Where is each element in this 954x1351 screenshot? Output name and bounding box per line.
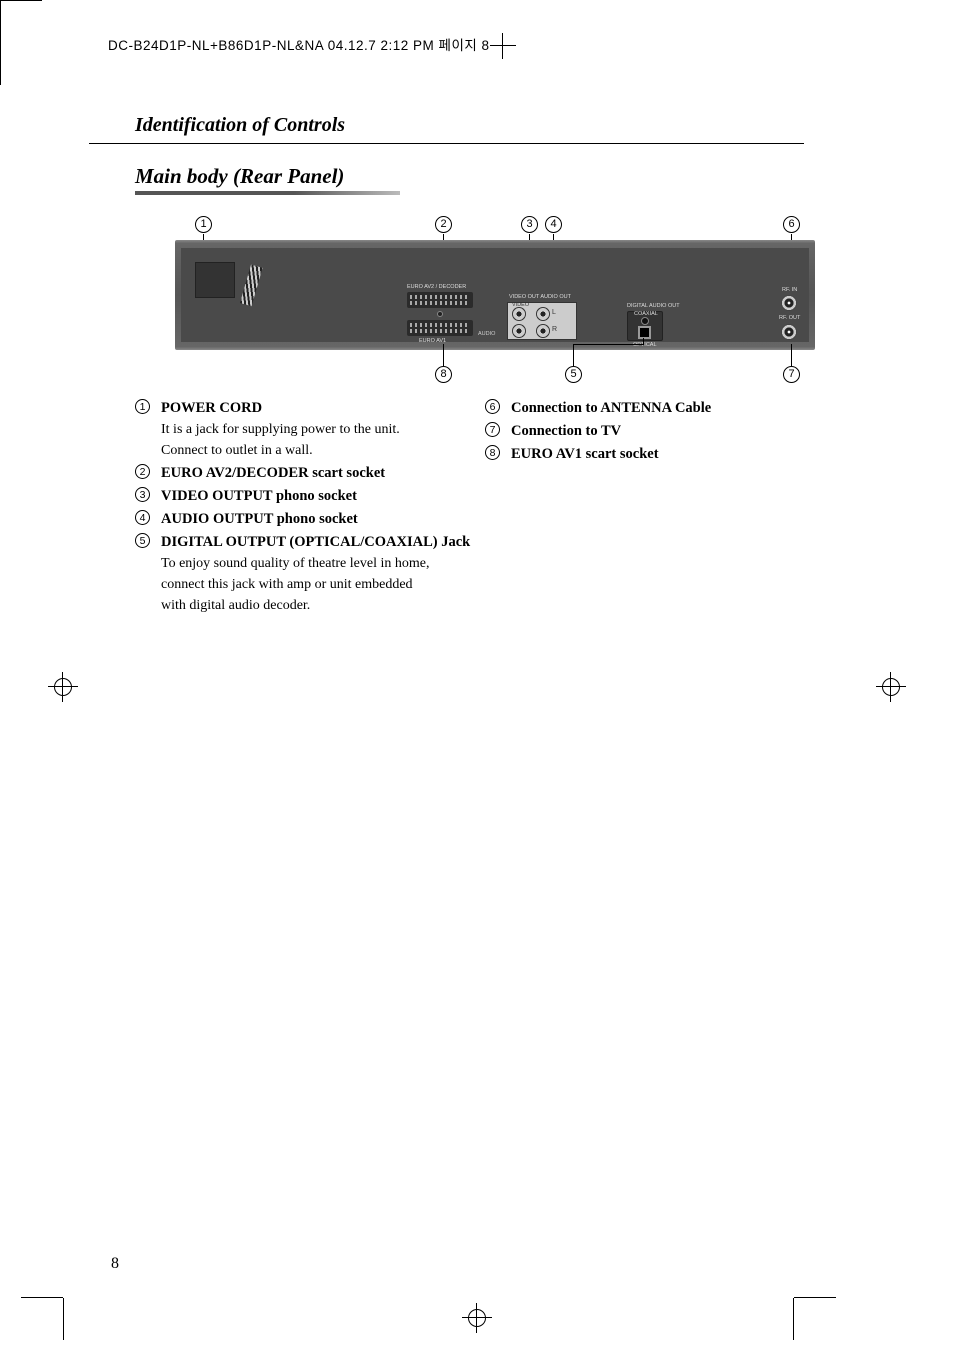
item-title: EURO AV2/DECODER scart socket bbox=[161, 463, 485, 484]
label-digital: DIGITAL AUDIO OUT bbox=[627, 303, 680, 309]
callout-5: 5 bbox=[565, 366, 582, 383]
coaxial-jack bbox=[641, 317, 649, 325]
phono-strip: VIDEO L R bbox=[507, 302, 577, 340]
label-av2: EURO AV2 / DECODER bbox=[407, 284, 466, 290]
leader-line bbox=[573, 344, 643, 345]
scart-av2 bbox=[407, 292, 473, 308]
callout-7: 7 bbox=[783, 366, 800, 383]
section-underline bbox=[89, 143, 804, 144]
item-number: 6 bbox=[485, 399, 500, 414]
item-desc: Connect to outlet in a wall. bbox=[161, 440, 485, 461]
callout-2: 2 bbox=[435, 216, 452, 233]
list-item: 2 EURO AV2/DECODER scart socket bbox=[135, 463, 485, 484]
rca-coaxial-mirror bbox=[512, 324, 526, 338]
label-va-out: VIDEO OUT AUDIO OUT bbox=[509, 294, 571, 300]
rca-audio-r bbox=[536, 324, 550, 338]
leader-line bbox=[791, 344, 792, 366]
list-item: 6 Connection to ANTENNA Cable bbox=[485, 398, 815, 419]
callout-4: 4 bbox=[545, 216, 562, 233]
item-number: 7 bbox=[485, 422, 500, 437]
callout-6: 6 bbox=[783, 216, 800, 233]
crop-mark bbox=[793, 1298, 794, 1340]
scart-av1 bbox=[407, 320, 473, 336]
list-item: 4 AUDIO OUTPUT phono socket bbox=[135, 509, 485, 530]
item-title: EURO AV1 scart socket bbox=[511, 444, 815, 465]
item-number: 2 bbox=[135, 464, 150, 479]
rear-panel-body: EURO AV2 / DECODER EURO AV1 AUDIO VIDEO … bbox=[175, 240, 815, 350]
label-coaxial: COAXIAL bbox=[634, 311, 658, 317]
item-number: 8 bbox=[485, 445, 500, 460]
item-title: Connection to ANTENNA Cable bbox=[511, 398, 815, 419]
item-number: 5 bbox=[135, 533, 150, 548]
registration-mark bbox=[468, 1309, 486, 1327]
list-item: 3 VIDEO OUTPUT phono socket bbox=[135, 486, 485, 507]
item-title: DIGITAL OUTPUT (OPTICAL/COAXIAL) Jack bbox=[161, 532, 485, 553]
header-text: DC-B24D1P-NL+B86D1P-NL&NA 04.12.7 2:12 P… bbox=[108, 38, 490, 53]
crop-mark bbox=[0, 1, 1, 43]
list-item: 8 EURO AV1 scart socket bbox=[485, 444, 815, 465]
item-number: 3 bbox=[135, 487, 150, 502]
item-title: Connection to TV bbox=[511, 421, 815, 442]
section-title: Identification of Controls bbox=[135, 114, 345, 137]
list-item: 7 Connection to TV bbox=[485, 421, 815, 442]
rf-in-jack bbox=[781, 295, 797, 311]
crop-mark bbox=[63, 1298, 64, 1340]
crop-mark bbox=[21, 1297, 63, 1298]
item-number: 1 bbox=[135, 399, 150, 414]
header-filename: DC-B24D1P-NL+B86D1P-NL&NA 04.12.7 2:12 P… bbox=[108, 34, 518, 54]
crop-mark bbox=[0, 0, 42, 1]
subsection-header: Main body (Rear Panel) bbox=[135, 164, 344, 189]
rca-video bbox=[512, 307, 526, 321]
label-R: R bbox=[552, 326, 557, 333]
power-cord-icon bbox=[240, 265, 263, 307]
list-item: 1 POWER CORD It is a jack for supplying … bbox=[135, 398, 485, 461]
registration-mark bbox=[54, 678, 72, 696]
leader-line bbox=[643, 338, 644, 345]
list-item: 5 DIGITAL OUTPUT (OPTICAL/COAXIAL) Jack … bbox=[135, 532, 485, 616]
label-rf-out: RF. OUT bbox=[779, 315, 800, 321]
power-cord-jack bbox=[195, 262, 235, 298]
right-list: 6 Connection to ANTENNA Cable 7 Connecti… bbox=[485, 398, 815, 465]
description-columns: 1 POWER CORD It is a jack for supplying … bbox=[135, 398, 815, 618]
leader-line bbox=[443, 344, 444, 366]
item-title: VIDEO OUTPUT phono socket bbox=[161, 486, 485, 507]
item-desc: It is a jack for supplying power to the … bbox=[161, 419, 485, 440]
rear-panel-diagram: 1 2 3 4 6 EURO AV2 / DECODER EURO AV1 bbox=[175, 216, 815, 396]
subsection-title: Main body (Rear Panel) bbox=[135, 164, 344, 189]
callout-1: 1 bbox=[195, 216, 212, 233]
label-rf-in: RF. IN bbox=[782, 287, 797, 293]
subsection-underline bbox=[135, 191, 400, 195]
item-desc: with digital audio decoder. bbox=[161, 595, 485, 616]
callout-8: 8 bbox=[435, 366, 452, 383]
label-optical: OPTICAL bbox=[633, 342, 657, 348]
digital-out-block: COAXIAL bbox=[627, 311, 663, 341]
crop-mark bbox=[0, 43, 1, 85]
rf-out-jack bbox=[781, 324, 797, 340]
leader-line bbox=[573, 344, 574, 366]
rca-audio-l bbox=[536, 307, 550, 321]
item-title: AUDIO OUTPUT phono socket bbox=[161, 509, 485, 530]
item-title: POWER CORD bbox=[161, 398, 485, 419]
left-column: 1 POWER CORD It is a jack for supplying … bbox=[135, 398, 485, 618]
item-desc: To enjoy sound quality of theatre level … bbox=[161, 553, 485, 574]
registration-mark bbox=[882, 678, 900, 696]
label-L: L bbox=[552, 309, 556, 316]
left-list: 1 POWER CORD It is a jack for supplying … bbox=[135, 398, 485, 616]
crop-mark bbox=[794, 1297, 836, 1298]
page-number: 8 bbox=[111, 1255, 119, 1273]
optical-jack bbox=[638, 326, 651, 339]
callout-3: 3 bbox=[521, 216, 538, 233]
rear-panel-inner: EURO AV2 / DECODER EURO AV1 AUDIO VIDEO … bbox=[181, 248, 809, 342]
item-number: 4 bbox=[135, 510, 150, 525]
header-reg-mark bbox=[494, 39, 518, 53]
page: DC-B24D1P-NL+B86D1P-NL&NA 04.12.7 2:12 P… bbox=[0, 0, 954, 1351]
screw-icon bbox=[437, 311, 443, 317]
item-desc: connect this jack with amp or unit embed… bbox=[161, 574, 485, 595]
right-column: 6 Connection to ANTENNA Cable 7 Connecti… bbox=[485, 398, 815, 618]
label-audio: AUDIO bbox=[478, 331, 495, 337]
